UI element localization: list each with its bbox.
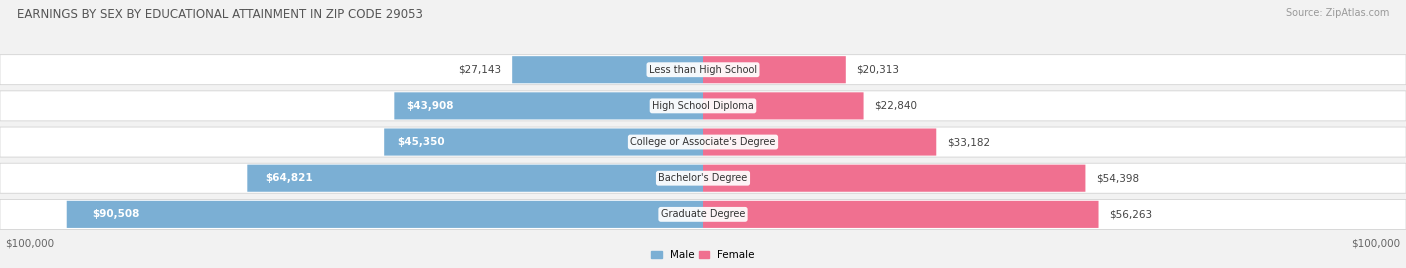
Text: $54,398: $54,398 xyxy=(1095,173,1139,183)
FancyBboxPatch shape xyxy=(703,128,936,156)
Text: $45,350: $45,350 xyxy=(396,137,444,147)
Text: $33,182: $33,182 xyxy=(946,137,990,147)
FancyBboxPatch shape xyxy=(512,56,703,83)
FancyBboxPatch shape xyxy=(247,165,703,192)
Text: $100,000: $100,000 xyxy=(6,239,55,248)
Text: $22,840: $22,840 xyxy=(875,101,917,111)
FancyBboxPatch shape xyxy=(0,199,1406,229)
Text: College or Associate's Degree: College or Associate's Degree xyxy=(630,137,776,147)
FancyBboxPatch shape xyxy=(0,127,1406,157)
FancyBboxPatch shape xyxy=(703,165,1085,192)
Text: $90,508: $90,508 xyxy=(93,209,139,219)
Text: Bachelor's Degree: Bachelor's Degree xyxy=(658,173,748,183)
FancyBboxPatch shape xyxy=(703,56,846,83)
Text: High School Diploma: High School Diploma xyxy=(652,101,754,111)
Text: $56,263: $56,263 xyxy=(1109,209,1152,219)
Text: Less than High School: Less than High School xyxy=(650,65,756,75)
Text: $20,313: $20,313 xyxy=(856,65,900,75)
FancyBboxPatch shape xyxy=(703,92,863,120)
FancyBboxPatch shape xyxy=(703,201,1098,228)
Text: EARNINGS BY SEX BY EDUCATIONAL ATTAINMENT IN ZIP CODE 29053: EARNINGS BY SEX BY EDUCATIONAL ATTAINMEN… xyxy=(17,8,423,21)
FancyBboxPatch shape xyxy=(384,128,703,156)
FancyBboxPatch shape xyxy=(0,91,1406,121)
FancyBboxPatch shape xyxy=(66,201,703,228)
FancyBboxPatch shape xyxy=(0,55,1406,85)
Text: Graduate Degree: Graduate Degree xyxy=(661,209,745,219)
Legend: Male, Female: Male, Female xyxy=(651,250,755,260)
Text: $43,908: $43,908 xyxy=(406,101,454,111)
Text: $64,821: $64,821 xyxy=(266,173,314,183)
FancyBboxPatch shape xyxy=(394,92,703,120)
Text: Source: ZipAtlas.com: Source: ZipAtlas.com xyxy=(1285,8,1389,18)
FancyBboxPatch shape xyxy=(0,163,1406,193)
Text: $100,000: $100,000 xyxy=(1351,239,1400,248)
Text: $27,143: $27,143 xyxy=(458,65,502,75)
